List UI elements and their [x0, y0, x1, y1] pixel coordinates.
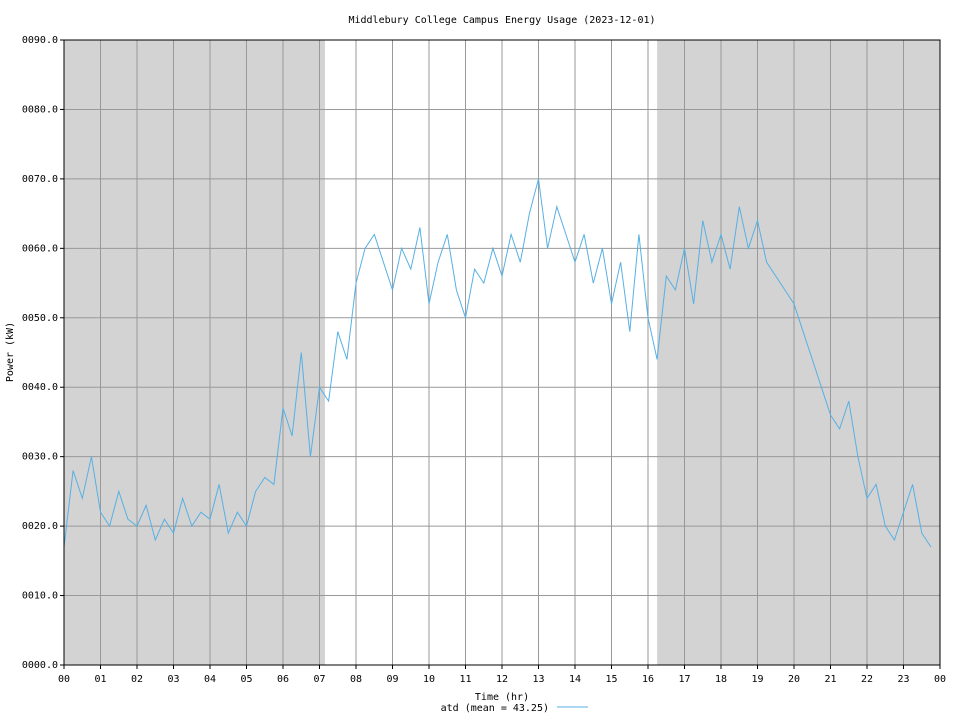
x-tick-label: 16 [642, 674, 654, 685]
legend-label: atd (mean = 43.25) [441, 703, 549, 714]
x-tick-label: 14 [569, 674, 581, 685]
data-line [63, 178, 932, 548]
x-tick-label: 17 [678, 674, 690, 685]
y-tick-label: 0040.0 [22, 382, 58, 393]
x-tick-label: 22 [861, 674, 873, 685]
y-tick-label: 0050.0 [22, 313, 58, 324]
night-shade [64, 40, 325, 665]
night-shade [657, 40, 940, 665]
plot-frame [63, 39, 941, 666]
y-tick-label: 0000.0 [22, 660, 58, 671]
x-tick-label: 08 [350, 674, 362, 685]
chart-title: Middlebury College Campus Energy Usage (… [348, 15, 655, 26]
x-tick-label: 05 [240, 674, 252, 685]
x-tick-label: 18 [715, 674, 727, 685]
x-tick-label: 06 [277, 674, 289, 685]
y-tick-label: 0070.0 [22, 174, 58, 185]
x-tick-label: 04 [204, 674, 216, 685]
x-tick-label: 12 [496, 674, 508, 685]
y-axis-label: Power (kW) [5, 322, 16, 382]
x-tick-label: 00 [58, 674, 70, 685]
y-tick-label: 0010.0 [22, 591, 58, 602]
x-axis-label: Time (hr) [475, 692, 529, 703]
x-tick-label: 01 [94, 674, 106, 685]
x-tick-label: 07 [313, 674, 325, 685]
x-tick-label: 19 [751, 674, 763, 685]
x-tick-label: 21 [824, 674, 836, 685]
x-tick-label: 09 [386, 674, 398, 685]
y-tick-label: 0030.0 [22, 452, 58, 463]
x-tick-label: 20 [788, 674, 800, 685]
x-tick-label: 03 [167, 674, 179, 685]
x-tick-label: 02 [131, 674, 143, 685]
y-tick-label: 0080.0 [22, 104, 58, 115]
x-tick-label: 23 [897, 674, 909, 685]
x-tick-label: 13 [532, 674, 544, 685]
x-tick-label: 10 [423, 674, 435, 685]
x-tick-label: 00 [934, 674, 946, 685]
y-tick-label: 0060.0 [22, 243, 58, 254]
y-tick-label: 0020.0 [22, 521, 58, 532]
x-tick-label: 15 [605, 674, 617, 685]
x-tick-label: 11 [459, 674, 471, 685]
y-tick-label: 0090.0 [22, 35, 58, 46]
